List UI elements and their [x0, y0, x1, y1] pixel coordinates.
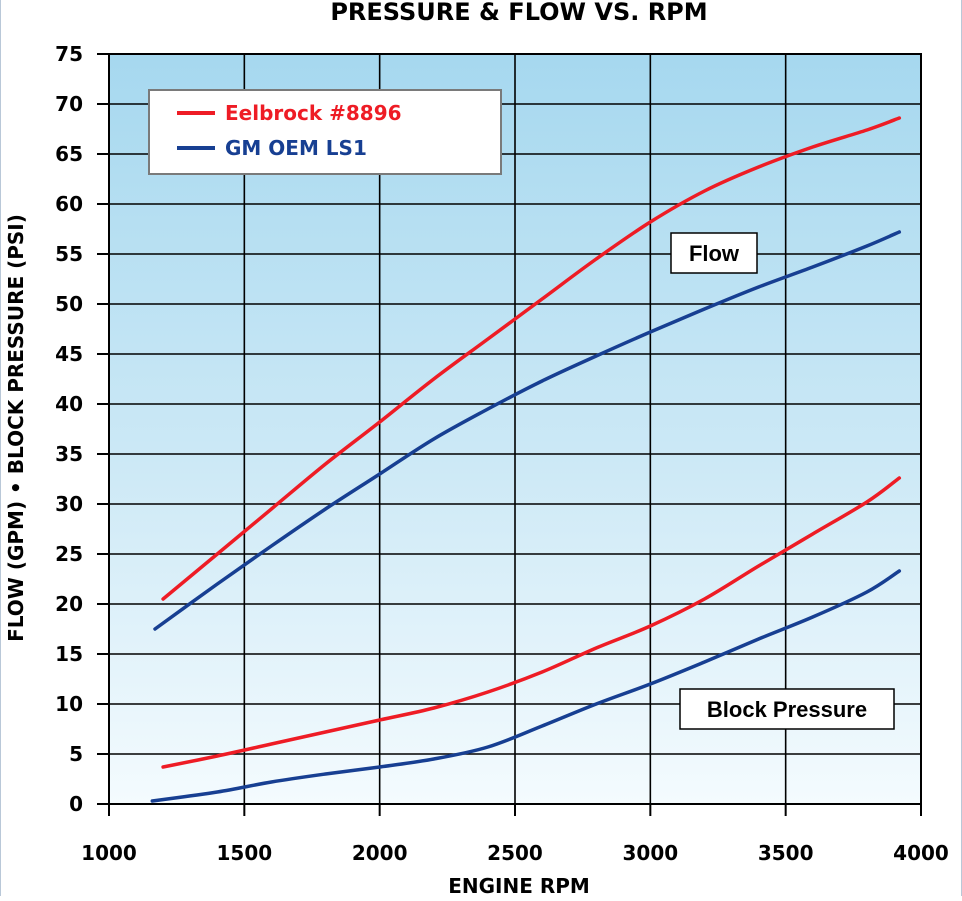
series-layer — [150, 116, 902, 803]
x-axis-title: ENGINE RPM — [448, 874, 590, 896]
y-tick-label: 15 — [55, 642, 83, 666]
y-tick-label: 75 — [55, 42, 83, 66]
y-tick-label: 40 — [55, 392, 83, 416]
legend: Eelbrock #8896 GM OEM LS1 — [148, 89, 502, 175]
y-tick-label: 65 — [55, 142, 83, 166]
x-tick-label: 2000 — [352, 841, 408, 865]
x-tick-label: 4000 — [893, 841, 949, 865]
y-tick-label: 0 — [69, 792, 83, 816]
legend-label-eelbrock: Eelbrock #8896 — [225, 101, 402, 125]
annotation-block-pressure-label: Block Pressure — [707, 697, 867, 722]
annotation-flow-label: Flow — [689, 241, 740, 266]
y-tick-label: 70 — [55, 92, 83, 116]
chart-title: PRESSURE & FLOW VS. RPM — [330, 0, 707, 26]
series-line-flow-gm-oem — [153, 230, 902, 631]
x-tick-label: 3000 — [622, 841, 678, 865]
y-tick-label: 25 — [55, 542, 83, 566]
y-tick-label: 35 — [55, 442, 83, 466]
series-line-flow-eelbrock — [161, 116, 902, 601]
series-line-block-pressure-eelbrock — [161, 476, 902, 769]
x-tick-labels: 1000 1500 2000 2500 3000 3500 4000 — [81, 841, 949, 865]
y-tick-labels: 0 5 10 15 20 25 30 35 40 45 50 55 60 65 70 75 — [55, 42, 83, 816]
x-tick-label: 1000 — [81, 841, 137, 865]
y-tick-label: 10 — [55, 692, 83, 716]
x-tick-label: 2500 — [487, 841, 543, 865]
x-tick-label: 1500 — [216, 841, 272, 865]
y-tick-label: 60 — [55, 192, 83, 216]
series-line-block-pressure-gm-oem — [150, 569, 902, 803]
grid-lines — [109, 54, 921, 804]
y-tick-label: 5 — [69, 742, 83, 766]
annotation-block-pressure: Block Pressure — [679, 688, 895, 730]
y-tick-label: 50 — [55, 292, 83, 316]
legend-box — [148, 89, 502, 175]
y-tick-label: 45 — [55, 342, 83, 366]
y-tick-label: 30 — [55, 492, 83, 516]
y-axis-title: FLOW (GPM) • BLOCK PRESSURE (PSI) — [4, 214, 28, 642]
y-tick-label: 20 — [55, 592, 83, 616]
axis-ticks — [97, 53, 922, 816]
x-tick-label: 3500 — [758, 841, 814, 865]
legend-label-gm-oem: GM OEM LS1 — [225, 136, 367, 160]
annotation-flow: Flow — [670, 232, 758, 274]
y-tick-label: 55 — [55, 242, 83, 266]
annotation-block-pressure-box — [679, 688, 895, 730]
annotation-flow-box — [670, 232, 758, 274]
